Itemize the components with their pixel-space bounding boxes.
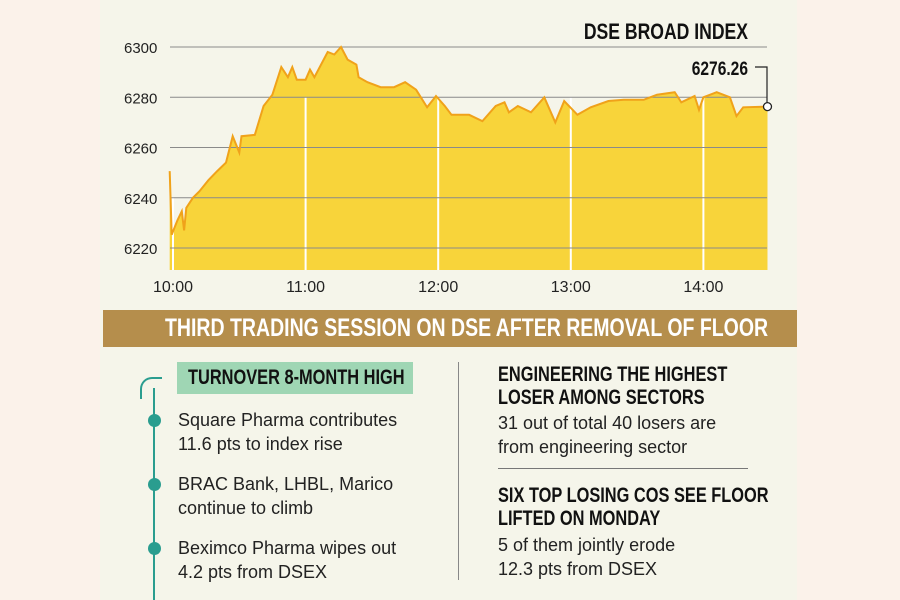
y-tick-label: 6220 [124,241,157,258]
banner-text: THIRD TRADING SESSION ON DSE AFTER REMOV… [165,314,769,342]
timeline-connector [140,377,162,399]
list-item: BRAC Bank, LHBL, Marico continue to climb [178,472,393,520]
item-line: continue to climb [178,498,314,518]
list-item: Square Pharma contributes 11.6 pts to ind… [178,408,397,456]
dse-broad-index-chart: 6220 6240 6260 6280 6300 10:00 11:00 12:00 13:00… [124,20,773,296]
y-tick-label: 6260 [124,141,157,158]
text-line: 5 of them jointly erode [498,535,676,555]
timeline-line [153,388,155,600]
turnover-tag-text: TURNOVER 8-MONTH HIGH [188,366,405,389]
heading-line: LIFTED ON MONDAY [498,507,661,530]
right-heading: ENGINEERING THE HIGHEST LOSER AMONG SECTO… [498,363,792,409]
callout-line [755,66,768,103]
index-line [168,45,768,236]
item-line: BRAC Bank, LHBL, Marico [178,474,394,494]
right-text: 31 out of total 40 losers are from engine… [498,411,716,459]
bullet-dot-icon [148,542,161,555]
session-banner: THIRD TRADING SESSION ON DSE AFTER REMOV… [103,310,797,347]
chart-title: DSE BROAD INDEX [584,20,749,44]
heading-line: SIX TOP LOSING COS SEE FLOOR [498,484,769,507]
last-value-marker [762,101,773,112]
turnover-tag: TURNOVER 8-MONTH HIGH [177,362,413,394]
bullet-dot-icon [148,478,161,491]
x-tick-label: 14:00 [683,279,723,296]
bullet-dot-icon [148,414,161,427]
section-divider [498,468,748,469]
item-line: Square Pharma contributes [178,410,398,430]
x-tick-label: 10:00 [153,279,193,296]
item-line: 11.6 pts to index rise [178,434,343,454]
text-line: 31 out of total 40 losers are [498,413,717,433]
right-heading: SIX TOP LOSING COS SEE FLOOR LIFTED ON MO… [498,484,845,530]
x-tick-label: 12:00 [418,279,458,296]
last-value-label: 6276.26 [692,58,749,80]
text-line: from engineering sector [498,437,688,457]
y-tick-label: 6280 [124,90,157,107]
y-tick-label: 6240 [124,191,157,208]
area-fill [169,47,768,270]
x-tick-label: 13:00 [551,279,591,296]
item-line: Beximco Pharma wipes out [178,538,397,558]
heading-line: ENGINEERING THE HIGHEST [498,363,728,386]
x-tick-label: 11:00 [286,279,325,296]
column-divider [458,362,459,580]
list-item: Beximco Pharma wipes out 4.2 pts from DSE… [178,536,396,584]
y-tick-label: 6300 [124,40,157,57]
item-line: 4.2 pts from DSEX [178,562,328,582]
text-line: 12.3 pts from DSEX [498,559,658,579]
heading-line: LOSER AMONG SECTORS [498,386,705,409]
right-text: 5 of them jointly erode 12.3 pts from DSE… [498,533,675,581]
